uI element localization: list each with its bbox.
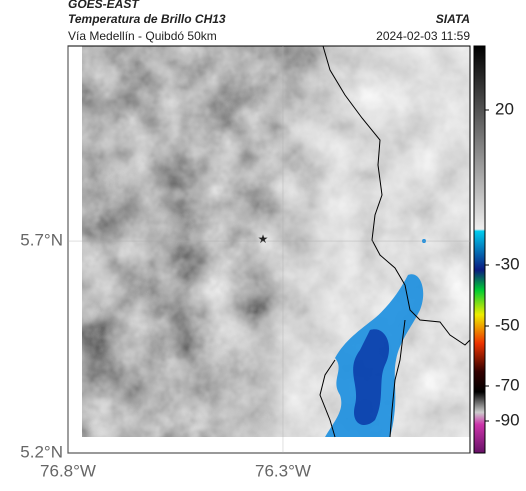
y-tick-label: 5.7°N [20, 231, 63, 250]
colorbar-tick-label: -70 [495, 375, 520, 394]
timestamp: 2024-02-03 11:59 [376, 29, 470, 43]
colorbar-tick-label: -50 [495, 315, 520, 334]
colorbar-tick-label: 20 [495, 99, 514, 118]
satellite-image [82, 46, 470, 437]
product-name: Temperatura de Brillo CH13 [68, 12, 226, 26]
colorbar-tick-label: -90 [495, 410, 520, 429]
y-tick-label: 5.2°N [20, 442, 63, 461]
colorbar [473, 45, 486, 454]
satellite-name: GOES-EAST [68, 0, 140, 11]
source: SIATA [436, 12, 470, 26]
star-marker: ★ [258, 232, 269, 246]
borders [319, 45, 471, 438]
x-tick-label: 76.8°W [40, 461, 96, 480]
x-tick-label: 76.3°W [255, 461, 311, 480]
colorbar-tick-label: -30 [495, 254, 520, 273]
route: Vía Medellín - Quibdó 50km [68, 29, 217, 43]
